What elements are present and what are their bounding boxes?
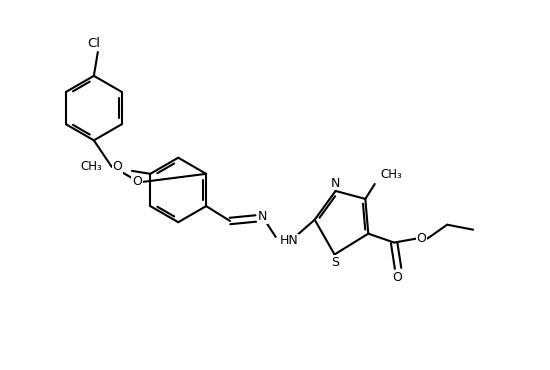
Text: CH₃: CH₃: [80, 160, 102, 174]
Text: O: O: [416, 232, 426, 245]
Text: O: O: [132, 175, 142, 188]
Text: Cl: Cl: [87, 37, 100, 50]
Text: N: N: [331, 176, 340, 189]
Text: N: N: [258, 210, 267, 223]
Text: S: S: [332, 256, 339, 269]
Text: O: O: [392, 271, 402, 284]
Text: O: O: [112, 160, 122, 174]
Text: HN: HN: [279, 234, 298, 247]
Text: CH₃: CH₃: [380, 168, 402, 181]
